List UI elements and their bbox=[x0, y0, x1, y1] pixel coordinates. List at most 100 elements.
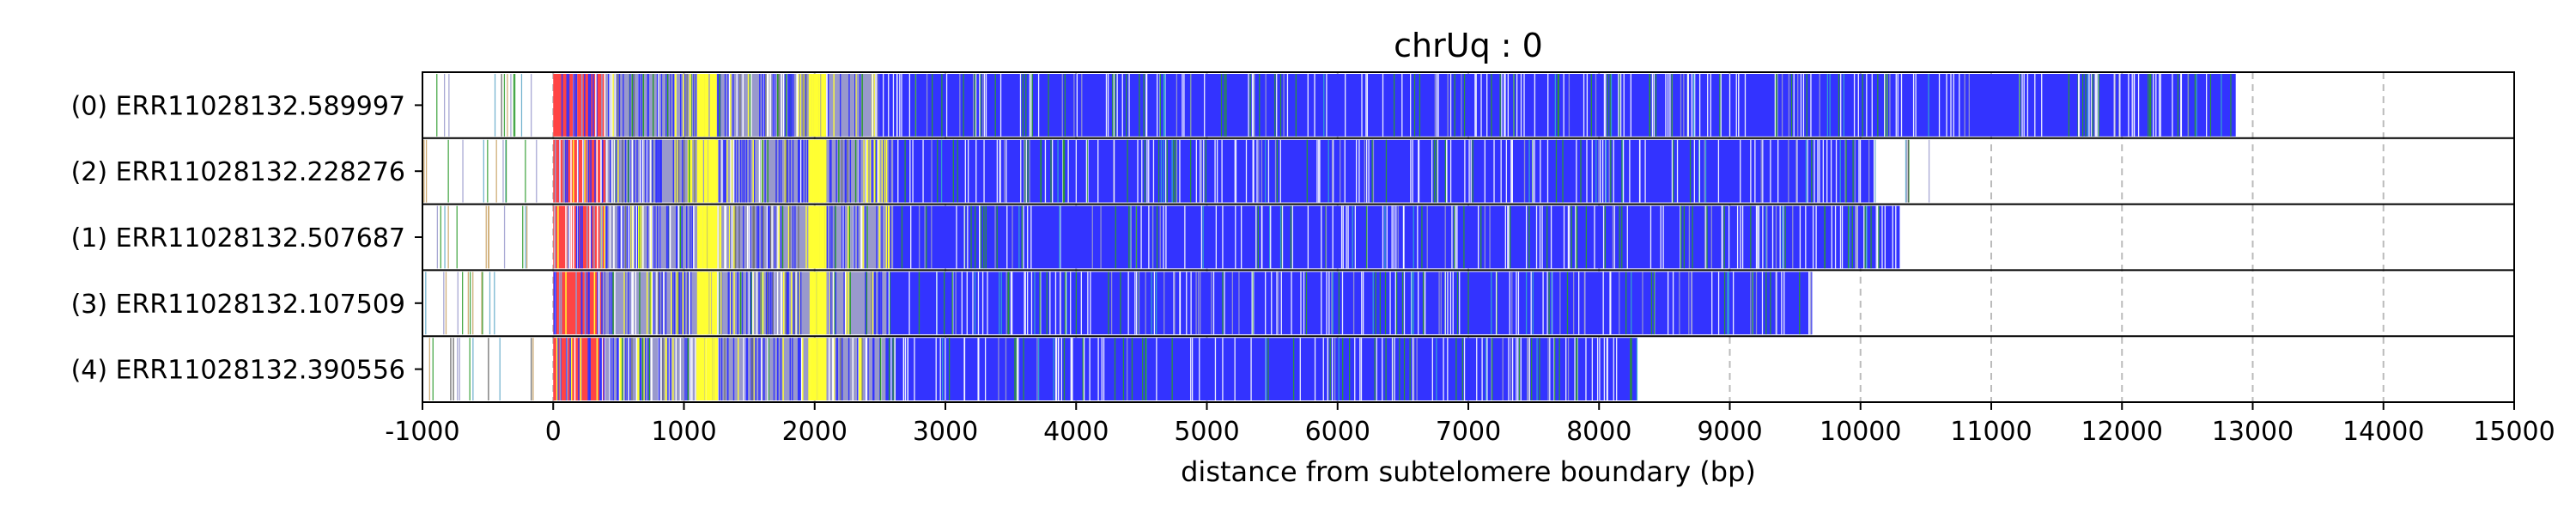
variant-line bbox=[753, 139, 756, 203]
variant-line bbox=[1163, 272, 1165, 335]
variant-line bbox=[1281, 205, 1284, 269]
variant-line bbox=[1156, 272, 1157, 335]
variant-line bbox=[1142, 338, 1144, 400]
variant-line bbox=[2087, 74, 2089, 137]
variant-line bbox=[700, 139, 702, 203]
variant-line bbox=[718, 272, 720, 335]
variant-line bbox=[690, 74, 692, 137]
variant-line bbox=[1591, 338, 1594, 400]
variant-line bbox=[1915, 74, 1917, 137]
variant-line bbox=[890, 338, 892, 400]
variant-line bbox=[672, 338, 674, 400]
variant-line bbox=[597, 205, 598, 269]
variant-line bbox=[824, 205, 827, 269]
variant-line bbox=[765, 74, 767, 137]
variant-line bbox=[1067, 139, 1069, 203]
variant-line bbox=[522, 205, 524, 269]
variant-line bbox=[1071, 338, 1072, 400]
variant-line bbox=[566, 74, 568, 137]
variant-line bbox=[808, 205, 811, 269]
variant-line bbox=[1115, 205, 1116, 269]
variant-line bbox=[810, 338, 812, 400]
variant-line bbox=[813, 74, 815, 137]
variant-line bbox=[1300, 272, 1302, 335]
variant-line bbox=[826, 205, 829, 269]
variant-line bbox=[719, 338, 720, 400]
variant-line bbox=[1651, 74, 1654, 137]
variant-line bbox=[666, 74, 669, 137]
variant-line bbox=[777, 205, 779, 269]
variant-line bbox=[1113, 74, 1115, 137]
variant-line bbox=[812, 205, 815, 269]
variant-line bbox=[1365, 139, 1368, 203]
variant-line bbox=[1616, 338, 1618, 400]
variant-line bbox=[886, 205, 889, 269]
variant-line bbox=[1279, 74, 1282, 137]
variant-line bbox=[813, 272, 816, 335]
variant-line bbox=[810, 272, 812, 335]
variant-line bbox=[642, 74, 644, 137]
variant-line bbox=[1507, 74, 1510, 137]
variant-line bbox=[1159, 74, 1161, 137]
variant-line bbox=[1215, 205, 1217, 269]
variant-line bbox=[2206, 74, 2208, 137]
variant-line bbox=[1740, 139, 1741, 203]
variant-line bbox=[1510, 139, 1512, 203]
variant-line bbox=[787, 74, 789, 137]
variant-line bbox=[728, 205, 731, 269]
variant-line bbox=[863, 139, 865, 203]
variant-line bbox=[1364, 139, 1365, 203]
variant-line bbox=[1796, 139, 1798, 203]
variant-line bbox=[817, 205, 820, 269]
variant-line bbox=[727, 74, 729, 137]
variant-line bbox=[2149, 74, 2151, 137]
variant-line bbox=[1546, 205, 1548, 269]
variant-line bbox=[1517, 272, 1520, 335]
variant-line bbox=[956, 205, 957, 269]
variant-line bbox=[1253, 139, 1255, 203]
variant-line bbox=[1554, 338, 1556, 400]
variant-line bbox=[1214, 338, 1217, 400]
variant-line bbox=[567, 205, 569, 269]
variant-line bbox=[1576, 338, 1577, 400]
variant-line bbox=[702, 338, 704, 400]
variant-line bbox=[700, 338, 702, 400]
variant-line bbox=[792, 338, 793, 400]
variant-line bbox=[1248, 74, 1249, 137]
variant-line bbox=[797, 338, 799, 400]
variant-line bbox=[502, 139, 504, 203]
variant-line bbox=[1075, 272, 1078, 335]
variant-line bbox=[1855, 205, 1856, 269]
variant-line bbox=[2160, 74, 2161, 137]
variant-line bbox=[896, 74, 898, 137]
variant-line bbox=[970, 205, 972, 269]
variant-line bbox=[576, 139, 579, 203]
x-tick-label: 4000 bbox=[1043, 417, 1109, 447]
variant-line bbox=[1299, 338, 1301, 400]
variant-line bbox=[835, 338, 838, 400]
variant-line bbox=[823, 74, 824, 137]
variant-line bbox=[1660, 205, 1662, 269]
variant-line bbox=[1792, 205, 1794, 269]
variant-line bbox=[1108, 272, 1109, 335]
variant-line bbox=[2150, 74, 2152, 137]
variant-line bbox=[647, 338, 649, 400]
variant-line bbox=[732, 139, 735, 203]
variant-line bbox=[600, 338, 602, 400]
variant-line bbox=[1717, 272, 1720, 335]
variant-line bbox=[1023, 338, 1024, 400]
variant-line bbox=[1455, 205, 1456, 269]
variant-line bbox=[975, 139, 977, 203]
variant-line bbox=[1027, 272, 1029, 335]
variant-line bbox=[767, 272, 769, 335]
variant-line bbox=[659, 205, 661, 269]
variant-line bbox=[1031, 74, 1033, 137]
variant-line bbox=[854, 139, 857, 203]
variant-line bbox=[2021, 74, 2023, 137]
variant-line bbox=[1413, 74, 1416, 137]
variant-line bbox=[2085, 74, 2087, 137]
variant-line bbox=[1496, 272, 1498, 335]
x-tick-label: 3000 bbox=[913, 417, 978, 447]
variant-line bbox=[1214, 139, 1216, 203]
variant-line bbox=[423, 139, 425, 203]
